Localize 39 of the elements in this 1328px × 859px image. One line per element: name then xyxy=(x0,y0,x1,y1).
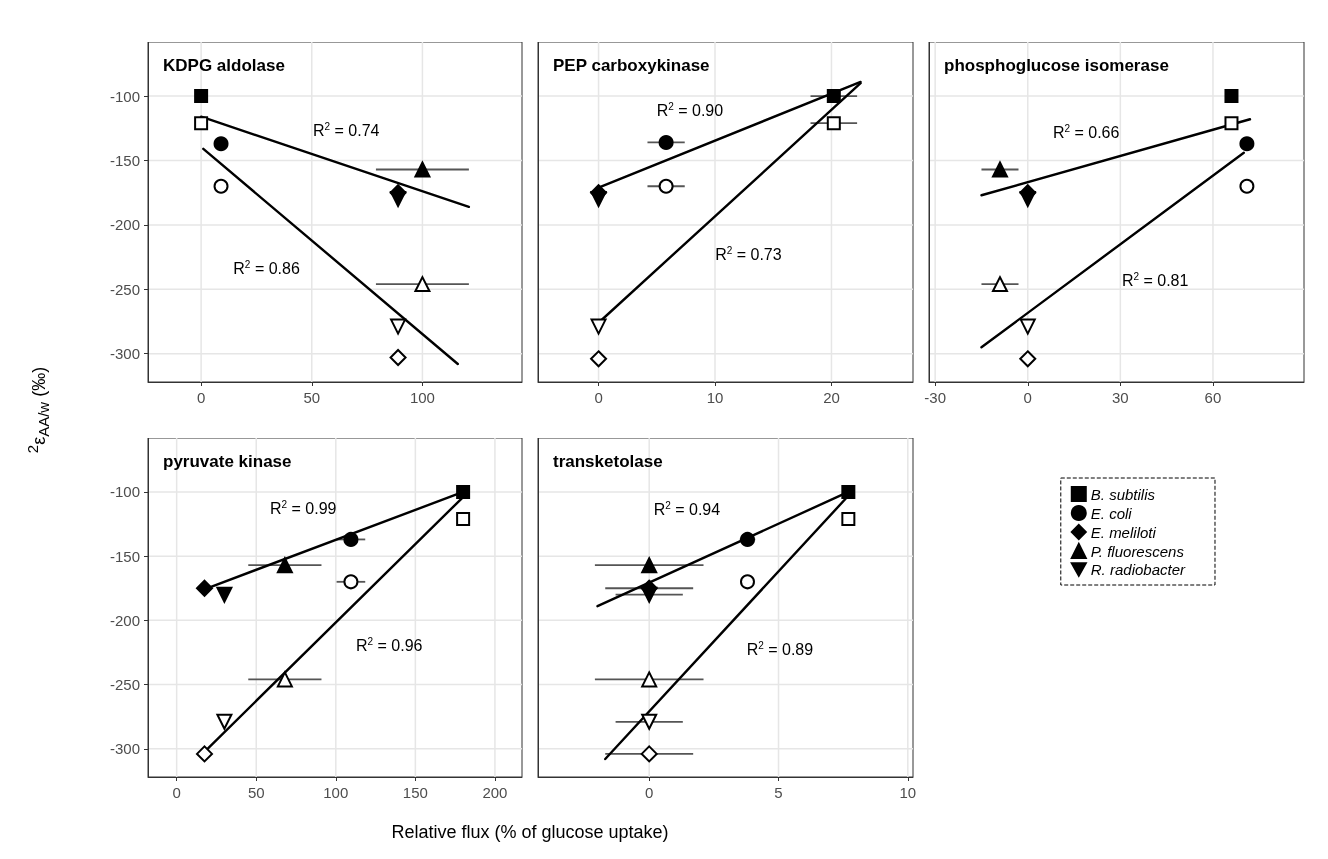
y-tick-label: -300 xyxy=(109,740,140,758)
x-tick-label: 150 xyxy=(402,784,428,801)
text: KDPG aldolase xyxy=(163,56,285,75)
y-tick-label: -150 xyxy=(109,547,140,565)
y-tick-label: -150 xyxy=(109,151,140,169)
legend-label: E. meliloti xyxy=(1090,523,1157,541)
x-tick-label: 10 xyxy=(706,389,724,406)
text: transketolase xyxy=(553,452,663,471)
x-tick-label: 60 xyxy=(1204,389,1222,406)
legend-label: R. radiobacter xyxy=(1090,561,1186,578)
x-tick-label: 100 xyxy=(323,784,349,801)
legend-label: E. coli xyxy=(1090,504,1133,522)
legend-label: P. fluorescens xyxy=(1090,542,1185,560)
x-tick-label: 0 xyxy=(172,784,181,801)
y-tick-label: -250 xyxy=(109,676,140,694)
y-tick-label: -100 xyxy=(109,483,140,501)
legend-label: B. subtilis xyxy=(1090,485,1156,503)
x-tick-label: 0 xyxy=(645,784,654,801)
x-tick-label: 100 xyxy=(409,389,435,406)
x-tick-label: -30 xyxy=(924,389,947,406)
y-tick-label: -300 xyxy=(109,345,140,363)
text: pyruvate kinase xyxy=(163,452,292,471)
y-tick-label: -250 xyxy=(109,280,140,298)
x-axis-title: Relative flux (% of glucose uptake) xyxy=(391,821,669,843)
text: phosphoglucose isomerase xyxy=(944,56,1169,75)
text: PEP carboxykinase xyxy=(553,56,710,75)
x-tick-label: 200 xyxy=(482,784,508,801)
x-tick-label: 10 xyxy=(899,784,917,801)
y-tick-label: -200 xyxy=(109,216,140,234)
x-tick-label: 50 xyxy=(247,784,265,801)
y-tick-label: -200 xyxy=(109,611,140,629)
x-tick-label: 50 xyxy=(303,389,321,406)
x-tick-label: 30 xyxy=(1112,389,1129,406)
y-tick-label: -100 xyxy=(109,87,140,105)
x-tick-label: 0 xyxy=(1023,389,1032,406)
x-tick-label: 0 xyxy=(594,389,603,406)
x-tick-label: 20 xyxy=(823,389,840,406)
x-tick-label: 0 xyxy=(196,389,206,406)
x-tick-label: 5 xyxy=(774,784,783,801)
